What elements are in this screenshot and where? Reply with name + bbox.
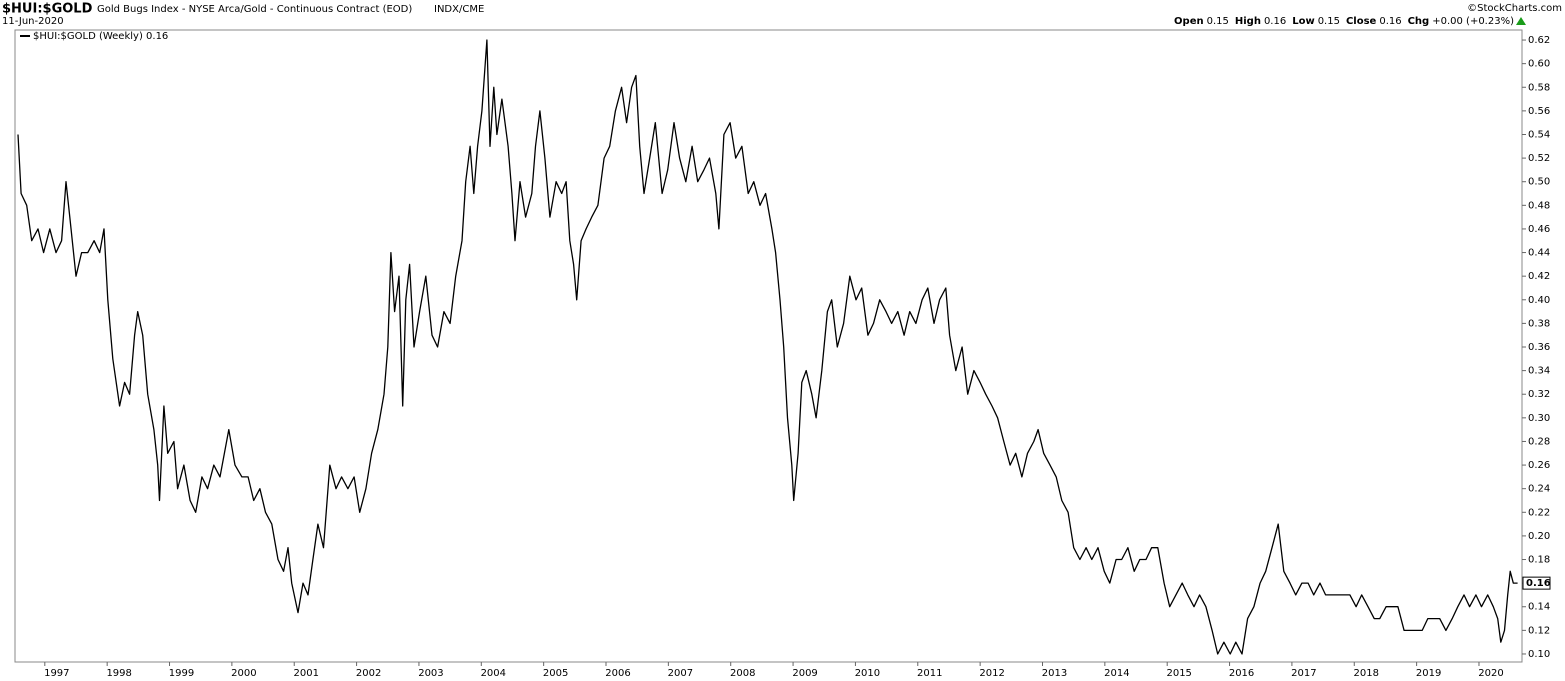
quote-label: Low	[1292, 16, 1314, 27]
x-tick-label: 2007	[668, 668, 693, 679]
x-tick-label: 2011	[917, 668, 942, 679]
quote-value: 0.16	[1264, 16, 1286, 27]
quote-value: +0.00 (+0.23%)	[1432, 16, 1514, 27]
chart-subtitle: Gold Bugs Index - NYSE Arca/Gold - Conti…	[97, 4, 412, 15]
y-tick-label: 0.28	[1528, 436, 1550, 447]
y-tick-label: 0.46	[1528, 224, 1550, 235]
y-tick-label: 0.54	[1528, 129, 1550, 140]
y-tick-label: 0.34	[1528, 366, 1550, 377]
y-tick-label: 0.40	[1528, 295, 1550, 306]
x-tick-label: 2004	[481, 668, 506, 679]
x-tick-label: 2012	[979, 668, 1004, 679]
y-tick-label: 0.62	[1528, 35, 1550, 46]
x-tick-label: 2013	[1042, 668, 1067, 679]
x-tick-label: 2008	[730, 668, 755, 679]
y-tick-label: 0.60	[1528, 59, 1550, 70]
exchange: INDX/CME	[434, 4, 484, 15]
y-tick-label: 0.50	[1528, 177, 1550, 188]
x-tick-label: 2018	[1354, 668, 1379, 679]
last-value-label: 0.16	[1526, 578, 1551, 589]
x-tick-label: 1999	[169, 668, 194, 679]
quote: Open 0.15 High 0.16 Low 0.15 Close 0.16 Chg +0.00…	[1174, 16, 1514, 27]
y-tick-label: 0.42	[1528, 271, 1550, 282]
quote-value: 0.15	[1207, 16, 1229, 27]
legend-entry: $HUI:$GOLD (Weekly) 0.16	[33, 31, 168, 42]
y-tick-label: 0.24	[1528, 484, 1550, 495]
series-line	[17, 39, 1518, 655]
x-tick-label: 2019	[1416, 668, 1441, 679]
quote-label: Chg	[1408, 16, 1430, 27]
y-tick-label: 0.10	[1528, 649, 1550, 660]
plot-frame	[14, 29, 1523, 663]
quote-value: 0.15	[1318, 16, 1340, 27]
x-tick-label: 2020	[1478, 668, 1503, 679]
y-tick-label: 0.38	[1528, 318, 1550, 329]
quote-label: High	[1235, 16, 1261, 27]
date: 11-Jun-2020	[2, 16, 64, 27]
y-tick-label: 0.44	[1528, 248, 1550, 259]
x-tick-label: 2014	[1104, 668, 1129, 679]
y-tick-label: 0.20	[1528, 531, 1550, 542]
x-tick-label: 2006	[605, 668, 630, 679]
y-tick-label: 0.56	[1528, 106, 1550, 117]
chart-title: $HUI:$GOLD	[2, 2, 93, 17]
up-arrow	[1516, 17, 1526, 25]
y-tick-label: 0.48	[1528, 200, 1550, 211]
last-value-badge	[1522, 576, 1551, 590]
y-tick-label: 0.12	[1528, 625, 1550, 636]
x-tick-label: 2001	[294, 668, 319, 679]
x-tick-label: 1998	[106, 668, 131, 679]
x-tick-label: 2005	[543, 668, 568, 679]
quote-label: Open	[1174, 16, 1204, 27]
y-tick-label: 0.52	[1528, 153, 1550, 164]
credit: ©StockCharts.com	[1467, 3, 1562, 14]
y-tick-label: 0.14	[1528, 602, 1550, 613]
quote-value: 0.16	[1379, 16, 1401, 27]
y-tick-label: 0.30	[1528, 413, 1550, 424]
x-tick-label: 2016	[1229, 668, 1254, 679]
x-tick-label: 2002	[356, 668, 381, 679]
x-tick-label: 2009	[792, 668, 817, 679]
y-tick-label: 0.18	[1528, 555, 1550, 566]
y-tick-label: 0.58	[1528, 82, 1550, 93]
x-tick-label: 2000	[231, 668, 256, 679]
y-tick-label: 0.36	[1528, 342, 1550, 353]
quote-label: Close	[1346, 16, 1377, 27]
y-tick-label: 0.32	[1528, 389, 1550, 400]
x-tick-label: 1997	[44, 668, 69, 679]
y-tick-label: 0.26	[1528, 460, 1550, 471]
x-tick-label: 2003	[418, 668, 443, 679]
x-tick-label: 2010	[855, 668, 880, 679]
x-tick-label: 2017	[1291, 668, 1316, 679]
x-tick-label: 2015	[1166, 668, 1191, 679]
y-tick-label: 0.22	[1528, 507, 1550, 518]
